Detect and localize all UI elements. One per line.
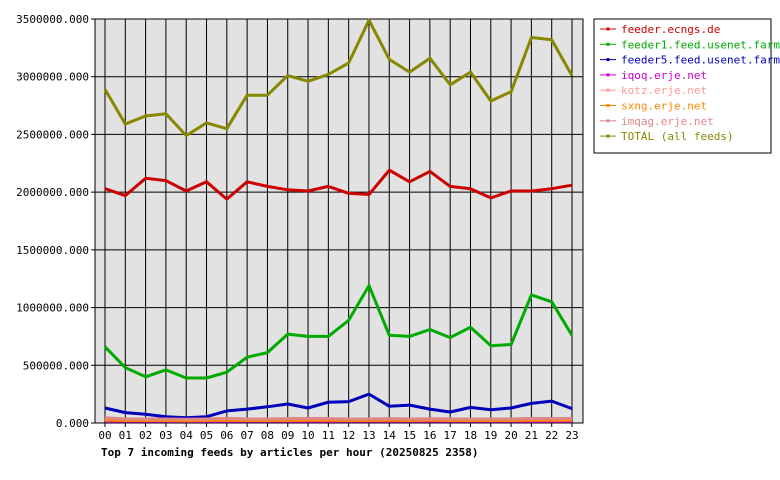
legend: feeder.ecngs.de feeder1.feed.usenet.farm f…	[593, 18, 780, 154]
y-tick-label: 3500000.000	[16, 13, 89, 26]
x-tick-label: 09	[281, 429, 294, 442]
series-line	[104, 392, 573, 420]
x-tick-label: 07	[241, 429, 254, 442]
series-line	[103, 18, 574, 138]
x-tick-label: 05	[200, 429, 213, 442]
x-tick-label: 18	[464, 429, 477, 442]
legend-label: kotz.erje.net	[621, 84, 707, 97]
legend-marker	[606, 58, 610, 62]
legend-label: sxng.erje.net	[621, 100, 707, 113]
y-tick-label: 2000000.000	[16, 186, 89, 199]
x-tick-label: 11	[322, 429, 335, 442]
series-line	[103, 284, 574, 380]
x-tick-label: 23	[565, 429, 578, 442]
x-tick-label: 12	[342, 429, 355, 442]
x-tick-label: 21	[525, 429, 538, 442]
y-tick-label: 500000.000	[23, 359, 89, 372]
legend-marker	[606, 73, 610, 77]
legend-label: TOTAL (all feeds)	[621, 130, 734, 143]
x-tick-label: 04	[180, 429, 194, 442]
legend-label: feeder1.feed.usenet.farm	[621, 38, 780, 51]
x-tick-label: 02	[139, 429, 152, 442]
x-tick-label: 16	[423, 429, 436, 442]
y-tick-label: 1000000.000	[16, 302, 89, 315]
x-tick-label: 13	[362, 429, 375, 442]
y-tick-label: 2500000.000	[16, 128, 89, 141]
plot-background	[95, 19, 583, 423]
x-tick-label: 08	[261, 429, 274, 442]
plot-frame	[94, 18, 584, 424]
x-tick-label: 00	[98, 429, 111, 442]
x-tick-label: 14	[383, 429, 397, 442]
legend-label: iqoq.erje.net	[621, 69, 707, 82]
x-tick-label: 10	[301, 429, 314, 442]
grid-lines	[95, 18, 583, 424]
legend-marker	[606, 88, 610, 92]
x-tick-label: 22	[545, 429, 558, 442]
y-axis-ticks: 0.000 500000.000 1000000.000 1500000.000 200…	[16, 13, 95, 430]
x-tick-label: 06	[220, 429, 233, 442]
y-tick-label: 0.000	[56, 417, 89, 430]
legend-box	[593, 18, 772, 154]
y-tick-label: 3000000.000	[16, 71, 89, 84]
x-axis-ticks: 00 01 02 03 04 05 06 07 08 09 10 11 12 13 14 15 16 17 18 19…	[98, 423, 579, 442]
legend-marker	[606, 42, 610, 46]
x-tick-label: 03	[159, 429, 172, 442]
legend-marker	[606, 27, 610, 31]
legend-marker	[606, 104, 610, 107]
legend-marker	[606, 134, 610, 138]
x-tick-label: 20	[504, 429, 517, 442]
chart-title: Top 7 incoming feeds by articles per hou…	[101, 446, 479, 459]
series-lines	[103, 18, 574, 423]
x-tick-label: 01	[119, 429, 132, 442]
legend-label: imqag.erje.net	[621, 115, 714, 128]
x-tick-label: 17	[444, 429, 457, 442]
legend-label: feeder.ecngs.de	[621, 23, 720, 36]
x-tick-label: 15	[403, 429, 416, 442]
series-line	[104, 168, 573, 201]
y-tick-label: 1500000.000	[16, 244, 89, 257]
legend-marker	[606, 119, 610, 123]
legend-label: feeder5.feed.usenet.farm	[621, 54, 780, 67]
series-line	[104, 416, 573, 421]
x-tick-label: 19	[484, 429, 497, 442]
